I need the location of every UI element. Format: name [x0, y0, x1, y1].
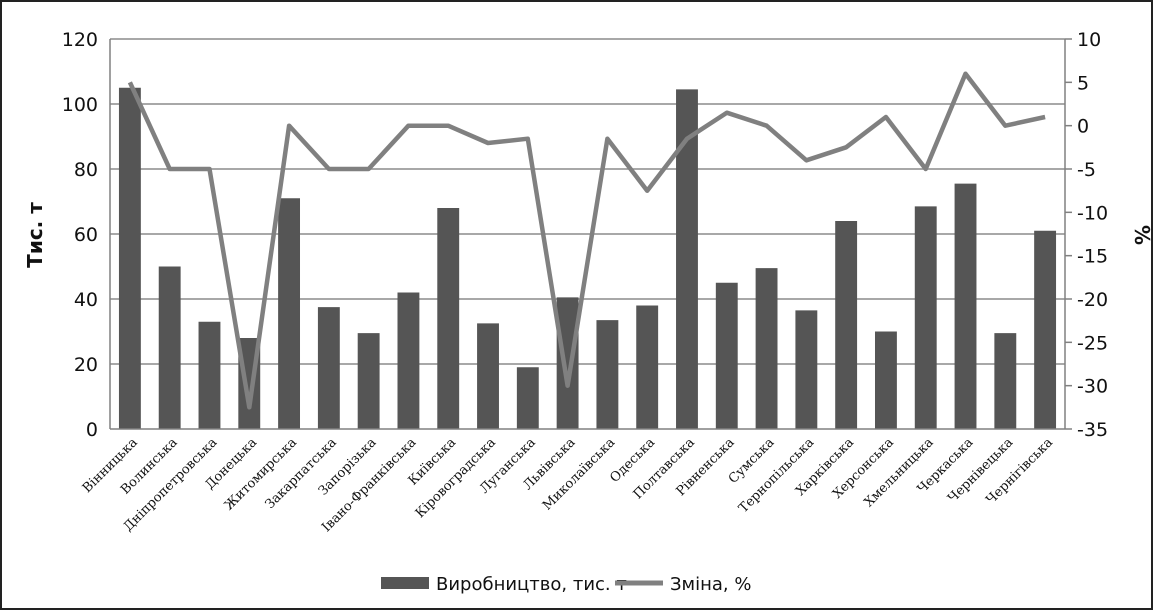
y-tick-label: 100 — [62, 94, 98, 116]
bar — [914, 206, 937, 429]
category-axis-labels: ВінницькаВолинськаДніпропетровськаДонець… — [80, 435, 1056, 535]
x-tick-label: Житомирська — [222, 435, 300, 513]
y-tick-label: 120 — [62, 29, 98, 51]
y2-tick-label: -10 — [1077, 202, 1108, 224]
y-tick-label: 40 — [74, 289, 98, 311]
y2-tick-label: -35 — [1077, 419, 1108, 441]
bar — [1034, 230, 1057, 429]
bar — [477, 323, 499, 429]
bar — [676, 89, 698, 429]
y-tick-label: 60 — [74, 224, 98, 246]
y-tick-label: 80 — [74, 159, 98, 181]
gridlines — [110, 38, 1065, 365]
legend-line-label: Зміна, % — [670, 574, 751, 595]
y2-tick-label: -15 — [1077, 246, 1108, 268]
y2-tick-label: -5 — [1077, 159, 1096, 181]
x-tick-label: Миколаївська — [540, 435, 618, 513]
bar — [795, 310, 818, 429]
bar — [994, 333, 1017, 429]
left-axis-ticks: 0 20 40 60 80 100 120 — [62, 29, 98, 441]
y-tick-label: 0 — [86, 419, 98, 441]
bar-series — [118, 87, 1057, 429]
bar — [835, 221, 858, 429]
bar — [158, 266, 181, 429]
y2-tick-label: 5 — [1077, 72, 1089, 94]
x-tick-label: Закарпатська — [263, 435, 340, 512]
y2-axis-title: % — [1130, 225, 1151, 245]
legend: Виробництво, тис. т Зміна, % — [381, 574, 751, 595]
bar — [357, 333, 380, 429]
right-axis-ticks: -35 -30 -25 -20 -15 -10 -5 0 5 10 — [1077, 29, 1108, 441]
y2-tick-label: 10 — [1077, 29, 1101, 51]
series-line — [127, 71, 1046, 410]
y2-tick-label: -25 — [1077, 332, 1108, 354]
bar — [556, 297, 579, 429]
legend-bar-label: Виробництво, тис. т — [436, 574, 627, 595]
bar — [596, 320, 619, 429]
bar — [954, 183, 977, 429]
bar — [317, 307, 340, 429]
y2-tick-label: -30 — [1077, 376, 1108, 398]
x-tick-label: Хмельницька — [862, 435, 937, 510]
bar — [437, 208, 460, 429]
bar — [278, 198, 301, 429]
bar — [516, 367, 539, 429]
bar — [874, 331, 897, 429]
y2-tick-label: -20 — [1077, 289, 1108, 311]
axes — [109, 38, 1072, 430]
bar — [118, 87, 141, 429]
bar — [715, 282, 738, 429]
y-tick-label: 20 — [74, 354, 98, 376]
y-axis-title: Тис. т — [23, 202, 47, 268]
bar — [198, 321, 221, 429]
legend-bar-swatch — [381, 577, 429, 589]
bar — [636, 305, 659, 429]
bar — [755, 268, 778, 429]
line-series — [127, 71, 1046, 410]
bar — [397, 292, 420, 429]
y2-tick-label: 0 — [1077, 116, 1089, 138]
